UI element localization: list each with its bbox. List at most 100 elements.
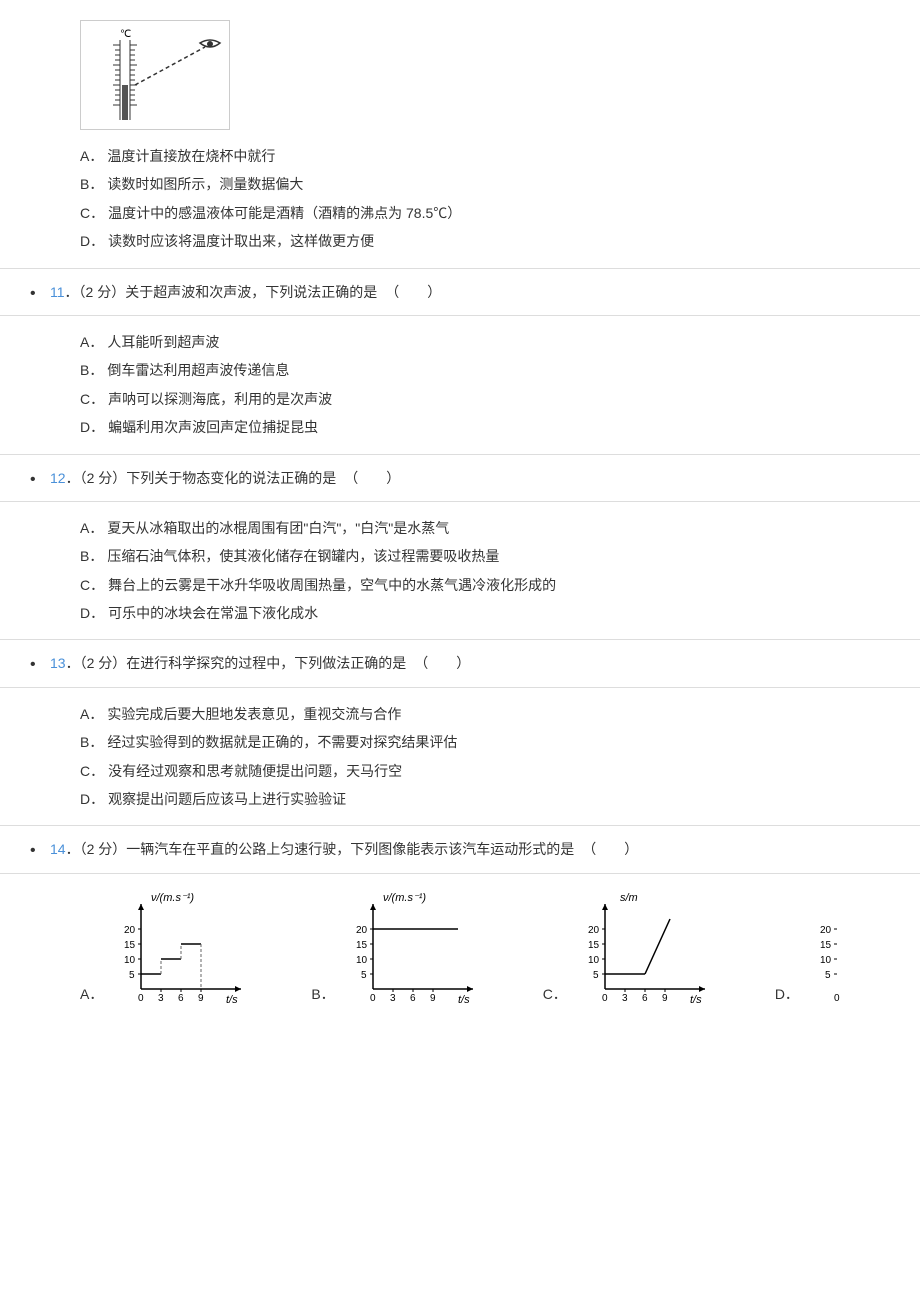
option-label: A． <box>80 706 103 722</box>
svg-text:9: 9 <box>198 993 204 1004</box>
option-label: B． <box>80 734 103 750</box>
option-text: 实验完成后要大胆地发表意见，重视交流与合作 <box>107 706 401 722</box>
option-text: 经过实验得到的数据就是正确的，不需要对探究结果评估 <box>107 734 457 750</box>
svg-text:0: 0 <box>370 993 376 1004</box>
x-axis-label: t/s <box>690 994 702 1006</box>
svg-text:9: 9 <box>662 993 668 1004</box>
q14-option-c: C． s/m 5 10 15 20 0 3 6 9 t/s <box>543 889 715 1009</box>
svg-text:20: 20 <box>588 925 600 936</box>
y-axis-label: ν/(m.s⁻¹) <box>383 892 426 904</box>
q11-option-a: A．人耳能听到超声波 <box>80 331 920 353</box>
svg-text:5: 5 <box>825 970 831 981</box>
svg-text:20: 20 <box>124 925 136 936</box>
x-axis-label: t/s <box>458 994 470 1006</box>
option-text: 没有经过观察和思考就随便提出问题，天马行空 <box>108 763 402 779</box>
q11-option-b: B．倒车雷达利用超声波传递信息 <box>80 359 920 381</box>
q12-header: 12．（2 分）下列关于物态变化的说法正确的是（ ） <box>0 454 920 502</box>
question-13: 13．（2 分）在进行科学探究的过程中，下列做法正确的是（ ） A．实验完成后要… <box>0 639 920 810</box>
q13-option-d: D．观察提出问题后应该马上进行实验验证 <box>80 788 920 810</box>
q13-option-c: C．没有经过观察和思考就随便提出问题，天马行空 <box>80 760 920 782</box>
chart-a-svg: ν/(m.s⁻¹) 5 10 15 20 0 3 6 9 t/s <box>111 889 251 1009</box>
x-axis-label: t/s <box>226 994 238 1006</box>
question-text: 关于超声波和次声波，下列说法正确的是 <box>125 284 377 300</box>
answer-blank: （ ） <box>385 284 441 300</box>
q13-option-b: B．经过实验得到的数据就是正确的，不需要对探究结果评估 <box>80 731 920 753</box>
svg-text:3: 3 <box>622 993 628 1004</box>
svg-text:20: 20 <box>820 925 832 936</box>
q10-options: A．温度计直接放在烧杯中就行 B．读数时如图所示，测量数据偏大 C．温度计中的感… <box>80 145 920 253</box>
option-text: 温度计直接放在烧杯中就行 <box>107 148 275 164</box>
question-10-partial: ℃ <box>0 20 920 253</box>
question-number: 13 <box>50 655 66 671</box>
svg-text:10: 10 <box>588 955 600 966</box>
option-label: B． <box>80 362 103 378</box>
thermometer-figure: ℃ <box>80 20 230 130</box>
y-axis-label: ν/(m.s⁻¹) <box>151 892 194 904</box>
q10-option-c: C．温度计中的感温液体可能是酒精（酒精的沸点为 78.5℃） <box>80 202 920 224</box>
option-text: 压缩石油气体积，使其液化储存在钢罐内，该过程需要吸收热量 <box>107 548 499 564</box>
option-label: A． <box>80 334 103 350</box>
svg-text:5: 5 <box>361 970 367 981</box>
option-label: D． <box>80 233 104 249</box>
option-label: D． <box>80 791 104 807</box>
question-text: 下列关于物态变化的说法正确的是 <box>126 470 336 486</box>
question-points: ．（2 分） <box>65 284 126 300</box>
option-label: C． <box>80 391 104 407</box>
chart-d-svg: 5 10 15 20 0 <box>807 889 857 1009</box>
svg-text:15: 15 <box>356 940 368 951</box>
svg-text:5: 5 <box>129 970 135 981</box>
option-label: A． <box>80 520 103 536</box>
q10-option-b: B．读数时如图所示，测量数据偏大 <box>80 173 920 195</box>
q11-options: A．人耳能听到超声波 B．倒车雷达利用超声波传递信息 C．声呐可以探测海底，利用… <box>80 331 920 439</box>
y-axis-label: s/m <box>620 892 638 904</box>
question-number: 12 <box>50 470 66 486</box>
svg-text:0: 0 <box>602 993 608 1004</box>
option-label: B． <box>311 984 334 1004</box>
option-label: D． <box>80 419 104 435</box>
option-label: D． <box>775 984 799 1004</box>
svg-text:3: 3 <box>158 993 164 1004</box>
svg-text:6: 6 <box>410 993 416 1004</box>
option-text: 夏天从冰箱取出的冰棍周围有团"白汽"，"白汽"是水蒸气 <box>107 520 449 536</box>
option-text: 观察提出问题后应该马上进行实验验证 <box>108 791 346 807</box>
option-label: C． <box>80 577 104 593</box>
thermometer-svg: ℃ <box>85 25 225 125</box>
svg-text:10: 10 <box>124 955 136 966</box>
question-points: ．（2 分） <box>66 470 127 486</box>
q12-options: A．夏天从冰箱取出的冰棍周围有团"白汽"，"白汽"是水蒸气 B．压缩石油气体积，… <box>80 517 920 625</box>
option-text: 人耳能听到超声波 <box>107 334 219 350</box>
svg-text:6: 6 <box>642 993 648 1004</box>
option-text: 读数时如图所示，测量数据偏大 <box>107 176 303 192</box>
q13-option-a: A．实验完成后要大胆地发表意见，重视交流与合作 <box>80 703 920 725</box>
svg-text:20: 20 <box>356 925 368 936</box>
q10-option-a: A．温度计直接放在烧杯中就行 <box>80 145 920 167</box>
option-label: C． <box>80 763 104 779</box>
q13-options: A．实验完成后要大胆地发表意见，重视交流与合作 B．经过实验得到的数据就是正确的… <box>80 703 920 811</box>
unit-label: ℃ <box>120 29 131 40</box>
svg-text:5: 5 <box>593 970 599 981</box>
option-text: 读数时应该将温度计取出来，这样做更方便 <box>108 233 374 249</box>
svg-text:15: 15 <box>588 940 600 951</box>
question-text: 一辆汽车在平直的公路上匀速行驶，下列图像能表示该汽车运动形式的是 <box>126 841 574 857</box>
svg-text:0: 0 <box>138 993 144 1004</box>
svg-text:10: 10 <box>820 955 832 966</box>
q12-option-d: D．可乐中的冰块会在常温下液化成水 <box>80 602 920 624</box>
svg-text:6: 6 <box>178 993 184 1004</box>
question-number: 11 <box>50 284 65 300</box>
q11-option-c: C．声呐可以探测海底，利用的是次声波 <box>80 388 920 410</box>
svg-text:3: 3 <box>390 993 396 1004</box>
q14-option-d: D． 5 10 15 20 0 <box>775 889 857 1009</box>
option-label: C． <box>543 984 567 1004</box>
q11-header: 11．（2 分）关于超声波和次声波，下列说法正确的是 （ ） <box>0 268 920 316</box>
q14-option-a: A． ν/(m.s⁻¹) 5 10 15 20 0 3 6 9 t/s <box>80 889 251 1009</box>
answer-blank: （ ） <box>414 655 470 671</box>
option-label: D． <box>80 605 104 621</box>
option-label: A． <box>80 984 103 1004</box>
question-14: 14．（2 分）一辆汽车在平直的公路上匀速行驶，下列图像能表示该汽车运动形式的是… <box>0 825 920 1008</box>
svg-text:15: 15 <box>124 940 136 951</box>
option-text: 温度计中的感温液体可能是酒精（酒精的沸点为 78.5℃） <box>108 205 461 221</box>
q12-option-b: B．压缩石油气体积，使其液化储存在钢罐内，该过程需要吸收热量 <box>80 545 920 567</box>
q14-option-b: B． ν/(m.s⁻¹) 5 10 15 20 0 3 6 9 t/s <box>311 889 482 1009</box>
question-points: ．（2 分） <box>66 655 127 671</box>
option-text: 舞台上的云雾是干冰升华吸收周围热量，空气中的水蒸气遇冷液化形成的 <box>108 577 556 593</box>
